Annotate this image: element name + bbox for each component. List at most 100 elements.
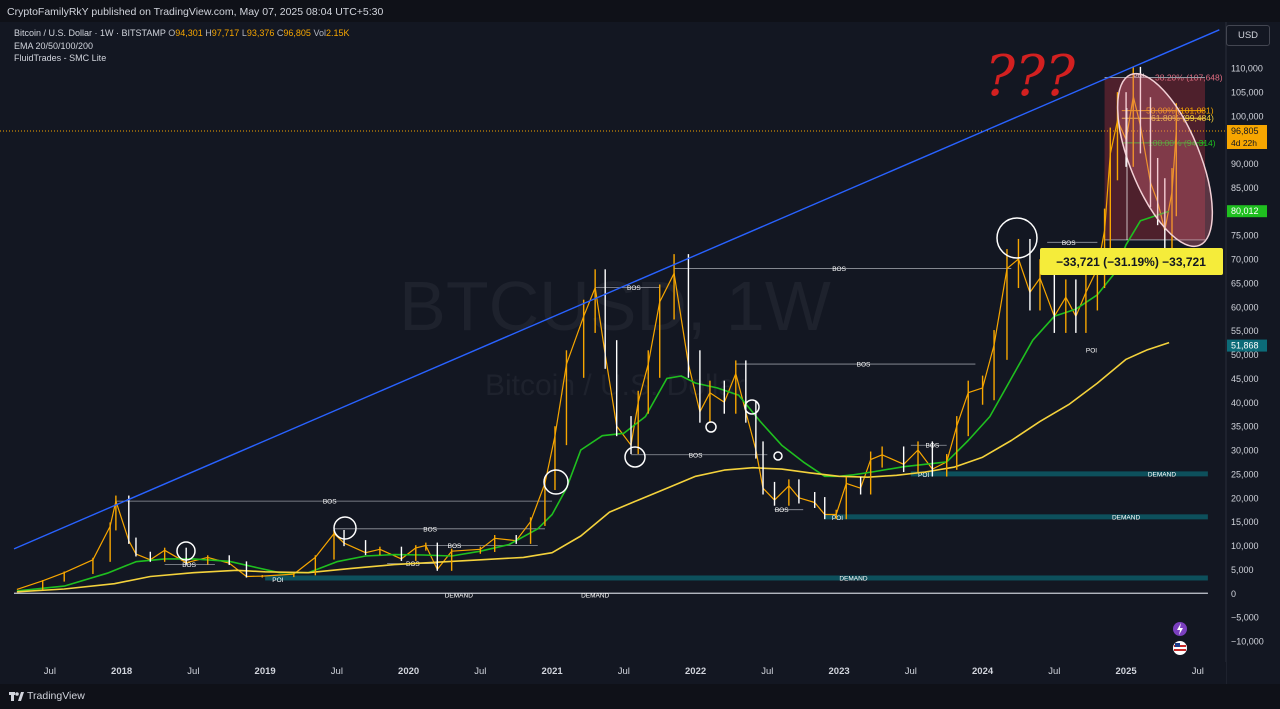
bos-label: BOS	[627, 285, 641, 292]
name-watermark: Bitcoin / U.S. Dollar	[485, 369, 745, 402]
candle-ticks	[41, 66, 1178, 590]
close-value: 96,805	[283, 28, 311, 38]
x-tick-label: Jul	[618, 666, 630, 677]
x-tick-label: Jul	[1048, 666, 1060, 677]
bos-label: BOS	[406, 561, 420, 568]
y-tick-label: 30,000	[1231, 446, 1259, 456]
trendline[interactable]	[13, 29, 1220, 550]
x-tick-label: 2019	[255, 666, 276, 677]
annotation-circle	[333, 516, 357, 540]
plot-area[interactable]	[0, 22, 1226, 662]
series-group	[16, 96, 1177, 593]
smc-indicator-label[interactable]: FluidTrades - SMC Lite	[14, 53, 107, 63]
price-series-line	[16, 96, 1177, 590]
price-axis[interactable]: −10,000 −5,000 0 5,000 10,000 15,000 20,000 25,…	[1225, 22, 1280, 684]
bos-label: BOS	[448, 543, 462, 550]
demand-zone	[824, 514, 1208, 520]
x-tick-label: 2018	[111, 666, 132, 677]
measure-label: −33,721 (−31.19%) −33,721	[1056, 255, 1206, 269]
chart-legend[interactable]: Bitcoin / U.S. Dollar · 1W · BITSTAMP O9…	[14, 27, 349, 65]
y-tick-label: 45,000	[1231, 374, 1259, 384]
time-axis[interactable]: Jul 2018 Jul 2019 Jul 2020 Jul 2021 Jul 2022 Jul 20…	[0, 662, 1226, 684]
price-tag-countdown: 4d 22h	[1231, 138, 1257, 148]
price-tag	[1227, 125, 1267, 150]
y-tick-label: 35,000	[1231, 422, 1259, 432]
bos-label: BOS	[775, 507, 789, 514]
y-tick-label: 5,000	[1231, 565, 1254, 575]
y-tick-label: 40,000	[1231, 398, 1259, 408]
y-tick-label: 90,000	[1231, 159, 1259, 169]
extra-icons[interactable]	[1173, 622, 1187, 655]
price-tag-label: 80,012	[1231, 206, 1259, 216]
price-tag	[1227, 205, 1267, 218]
demand-label: DEMAND	[1148, 471, 1176, 478]
poi-label: POI	[832, 515, 843, 522]
annotation-circle	[176, 541, 196, 561]
ema-indicator-label[interactable]: EMA 20/50/100/200	[14, 40, 94, 51]
x-tick-label: 2022	[685, 666, 706, 677]
symbol-description: Bitcoin / U.S. Dollar · 1W · BITSTAMP	[14, 28, 166, 38]
y-tick-label: 85,000	[1231, 183, 1259, 193]
x-tick-label: 2024	[972, 666, 994, 677]
annotation-circle	[624, 446, 646, 468]
x-tick-label: Jul	[44, 666, 56, 677]
price-tag-label: 51,868	[1231, 341, 1259, 351]
y-tick-label: −10,000	[1231, 637, 1264, 647]
x-tick-label: Jul	[1192, 666, 1204, 677]
y-tick-label: 15,000	[1231, 517, 1259, 527]
top-bar	[0, 0, 1280, 22]
bottom-bar	[0, 684, 1280, 709]
y-tick-label: 110,000	[1231, 64, 1263, 74]
y-tick-label: 100,000	[1231, 111, 1264, 121]
annotation-circle	[996, 217, 1038, 259]
x-tick-label: Jul	[905, 666, 917, 677]
currency-button[interactable]: USD	[1226, 25, 1270, 46]
demand-zone	[910, 471, 1208, 477]
measure-label-box	[1040, 248, 1223, 275]
bos-label: BOS	[832, 266, 846, 273]
fib-level-label: 100.00% (94,314)	[1148, 138, 1216, 148]
x-tick-label: 2021	[542, 666, 564, 677]
low-value: 93,376	[246, 28, 275, 38]
lightning-icon	[1177, 623, 1183, 635]
y-tick-label: 10,000	[1231, 541, 1259, 551]
y-tick-label: 0	[1231, 589, 1236, 599]
tradingview-logo-icon[interactable]	[9, 689, 24, 703]
poi-label: POI	[1133, 73, 1144, 80]
demand-label: DEMAND	[839, 575, 867, 582]
bos-label: BOS	[423, 526, 437, 533]
price-tag-label: 96,805	[1231, 126, 1259, 136]
measure-callout: −33,721 (−31.19%) −33,721	[1040, 108, 1223, 275]
y-tick-label: −5,000	[1231, 613, 1259, 623]
symbol-line: Bitcoin / U.S. Dollar · 1W · BITSTAMP O9…	[14, 28, 350, 38]
annotation-circles	[176, 217, 1038, 561]
bos-label: BOS	[689, 452, 703, 459]
demand-zones: DEMAND DEMAND DEMAND DEMAND DEMAND POI POI POI P…	[14, 73, 1208, 599]
x-tick-label: Jul	[761, 666, 773, 677]
price-tags: 96,805 4d 22h 80,012 51,868	[1227, 125, 1267, 352]
y-tick-label: 20,000	[1231, 493, 1259, 503]
poi-label: POI	[918, 472, 929, 479]
tradingview-brand[interactable]: TradingView	[27, 690, 85, 702]
bos-label: BOS	[323, 499, 337, 506]
question-marks-annotation: ???	[985, 44, 1076, 109]
y-tick-label: 25,000	[1231, 469, 1259, 479]
fib-retracement-box	[1104, 77, 1205, 240]
x-tick-label: 2025	[1116, 666, 1138, 677]
x-tick-label: Jul	[474, 666, 486, 677]
high-value: 97,717	[211, 28, 240, 38]
bos-label: BOS	[182, 562, 196, 569]
x-tick-label: 2020	[398, 666, 419, 677]
y-tick-label: 70,000	[1231, 255, 1259, 265]
x-tick-label: Jul	[331, 666, 343, 677]
x-tick-label: Jul	[187, 666, 199, 677]
fib-level-label: 61.80% (99,484)	[1151, 113, 1214, 123]
demand-label: DEMAND	[1112, 514, 1140, 521]
annotation-circle	[705, 421, 717, 433]
symbol-watermark: BTCUSD, 1W	[399, 267, 831, 345]
poi-label: POI	[272, 577, 283, 584]
ema-series-line	[16, 341, 1170, 593]
y-tick-label: 60,000	[1231, 302, 1259, 312]
volume-value: 2.15K	[325, 28, 350, 38]
